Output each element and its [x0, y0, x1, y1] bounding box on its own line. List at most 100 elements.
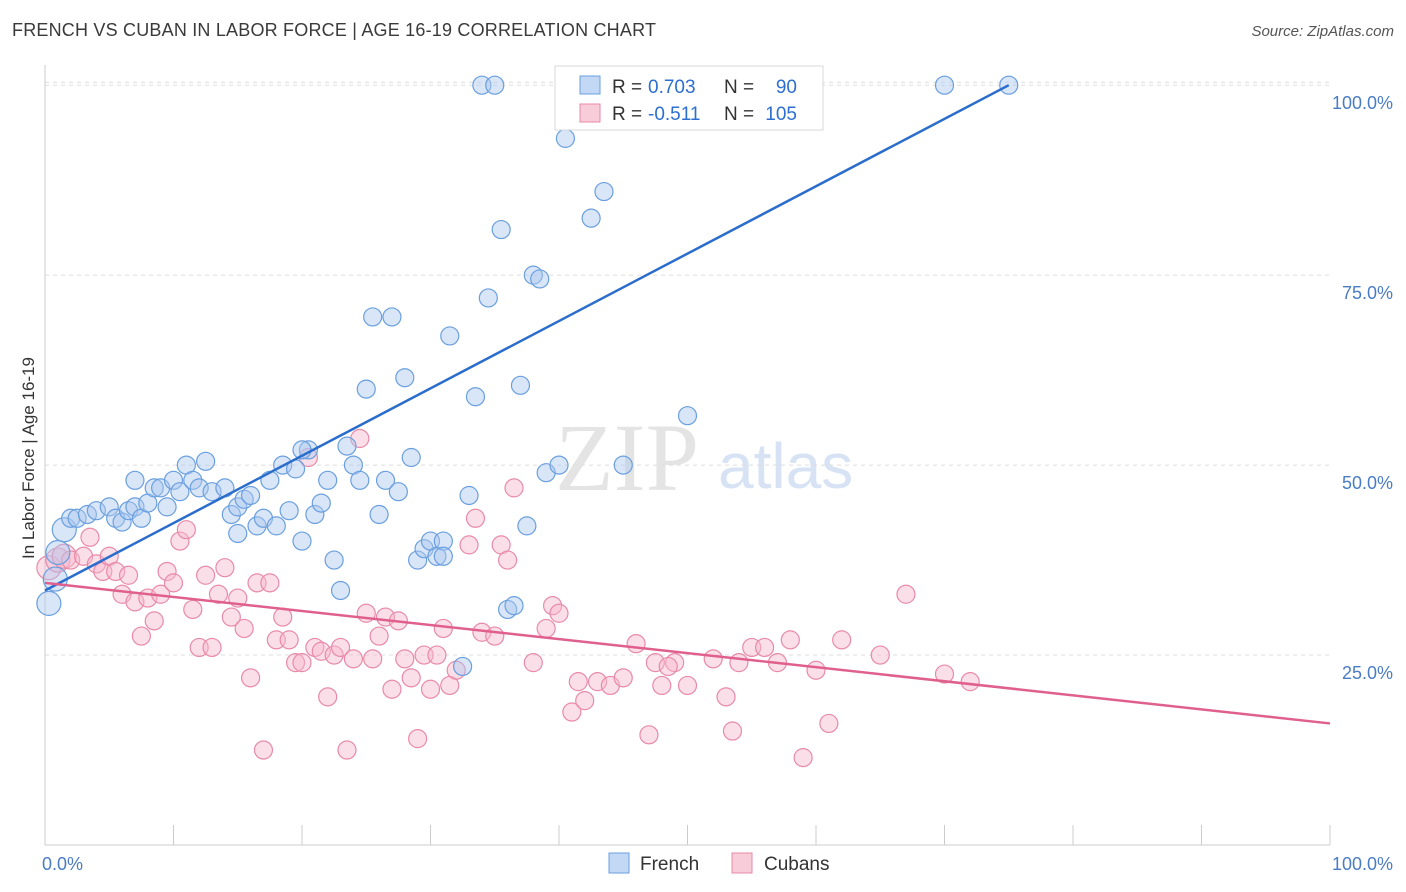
cubans-point-46 [343, 649, 363, 669]
french-point-1 [42, 566, 68, 592]
cubans-point-37 [285, 653, 306, 673]
french-point-22 [183, 470, 203, 490]
grid-lines [45, 81, 1330, 656]
cubans-point-27 [221, 607, 241, 627]
cubans-point-60 [433, 618, 453, 639]
cubans-point-9 [106, 561, 126, 582]
cubans-point-86 [703, 649, 723, 669]
cubans-point-87 [716, 687, 736, 707]
french-point-7 [86, 501, 107, 521]
french-points [36, 75, 1019, 677]
cubans-point-32 [253, 740, 274, 760]
legend-r-value-french: 0.703 [648, 77, 696, 98]
cubans-point-85 [677, 675, 698, 696]
french-point-35 [266, 516, 286, 536]
cubans-point-55 [401, 668, 421, 688]
cubans-point-80 [626, 634, 646, 654]
y-tick-label-100: 100.0% [1332, 93, 1393, 113]
french-point-46 [337, 436, 357, 456]
french-point-67 [478, 288, 498, 308]
legend-r-label-cubans: R = [612, 104, 642, 125]
bottom-legend-cubans: Cubans [764, 854, 830, 875]
french-point-88 [504, 596, 524, 616]
chart-title: FRENCH VS CUBAN IN LABOR FORCE | AGE 16-… [12, 20, 657, 40]
french-point-77 [555, 128, 576, 148]
french-point-50 [363, 307, 383, 327]
cubans-point-42 [318, 687, 338, 707]
cubans-point-102 [658, 656, 678, 677]
french-point-42 [311, 493, 331, 513]
french-point-74 [530, 269, 550, 289]
french-point-48 [350, 470, 370, 490]
cubans-point-99 [934, 664, 955, 684]
y-tick-label-25: 25.0% [1342, 663, 1393, 683]
y-axis-label: In Labor Force | Age 16-19 [19, 357, 38, 559]
french-point-45 [330, 580, 351, 601]
legend-swatch-french [579, 75, 601, 95]
french-point-5 [67, 508, 87, 528]
cubans-point-92 [780, 630, 800, 650]
cubans-point-25 [208, 584, 229, 604]
cubans-point-75 [568, 672, 588, 692]
cubans-point-70 [523, 653, 543, 673]
french-point-19 [163, 470, 184, 490]
french-point-16 [144, 478, 164, 498]
cubans-trend-line [44, 581, 1331, 725]
french-point-76 [549, 455, 569, 475]
french-point-72 [517, 516, 537, 536]
french-point-32 [247, 516, 267, 536]
legend-swatch-cubans [579, 103, 601, 123]
french-point-53 [382, 307, 402, 327]
cubans-point-69 [504, 478, 524, 498]
legend-n-label-french: N = [724, 77, 754, 98]
cubans-point-24 [202, 637, 222, 658]
french-point-89 [433, 546, 453, 566]
cubans-point-3 [61, 550, 81, 570]
x-tick-label-start: 0.0% [42, 854, 83, 874]
french-point-63 [453, 656, 473, 677]
french-point-64 [459, 485, 479, 506]
cubans-point-63 [459, 535, 479, 555]
cubans-point-82 [645, 653, 665, 673]
cubans-point-41 [311, 641, 331, 661]
cubans-point-93 [793, 748, 813, 768]
bottom-legend-swatch-french [608, 852, 630, 874]
french-point-41 [305, 504, 325, 525]
cubans-point-74 [562, 702, 582, 722]
french-point-54 [388, 482, 408, 502]
french-point-57 [408, 550, 428, 570]
cubans-point-2 [51, 543, 77, 569]
french-point-56 [401, 447, 421, 468]
axes [44, 65, 1331, 846]
french-point-69 [491, 219, 511, 240]
stats-legend: R = 0.703 N = 90 R = -0.511 N = 105 [554, 65, 824, 131]
french-point-43 [318, 470, 338, 490]
cubans-point-54 [395, 649, 415, 669]
y-tick-label-50: 50.0% [1342, 473, 1393, 493]
french-point-52 [375, 470, 396, 490]
french-point-12 [125, 497, 145, 517]
french-point-18 [157, 497, 177, 517]
cubans-point-83 [652, 675, 672, 696]
cubans-point-79 [613, 668, 633, 688]
french-point-8 [99, 497, 119, 517]
x-tick-labels: 0.0% 100.0% [42, 854, 1393, 874]
french-point-24 [196, 451, 216, 471]
y-tick-labels: 25.0% 50.0% 75.0% 100.0% [1332, 93, 1393, 683]
bottom-legend-french: French [640, 854, 699, 875]
french-point-25 [202, 482, 222, 502]
cubans-point-94 [806, 660, 826, 680]
cubans-point-77 [587, 672, 608, 692]
cubans-point-5 [80, 527, 100, 547]
legend-n-label-cubans: N = [724, 104, 754, 125]
french-point-51 [369, 504, 389, 525]
french-point-13 [125, 470, 145, 490]
bottom-legend: French Cubans [608, 852, 830, 875]
cubans-point-43 [324, 645, 344, 665]
french-point-28 [228, 523, 248, 544]
cubans-point-49 [363, 649, 383, 669]
cubans-point-18 [163, 573, 184, 593]
legend-n-value-cubans: 105 [765, 104, 797, 125]
cubans-point-15 [144, 611, 164, 631]
